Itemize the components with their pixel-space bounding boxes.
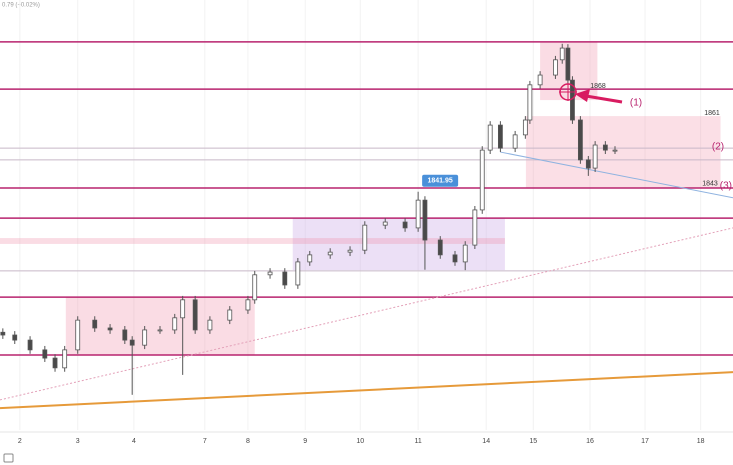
candle-body	[75, 319, 81, 351]
candle-body	[512, 134, 518, 149]
candle-body	[252, 274, 258, 301]
candle-body	[402, 221, 408, 229]
candle-body	[192, 299, 198, 331]
candle-body	[559, 47, 565, 61]
candle-body	[157, 329, 163, 332]
candle-body	[180, 299, 186, 319]
price-label: 1843	[702, 180, 718, 187]
x-tick-label: 9	[303, 438, 307, 445]
candle-body	[327, 251, 333, 256]
candle-body	[172, 317, 178, 331]
candle-body	[452, 254, 458, 263]
candle-body	[422, 199, 428, 241]
candle-body	[487, 124, 493, 151]
candle-body	[592, 144, 598, 169]
candle-body	[479, 149, 485, 211]
arrow	[585, 94, 623, 104]
candle-body	[462, 244, 468, 263]
annotation: (1)	[630, 98, 642, 109]
price-tag	[422, 174, 459, 187]
x-tick-label: 4	[132, 438, 136, 445]
candle-body	[527, 84, 533, 121]
candle-body	[245, 299, 251, 311]
arrow-head	[575, 89, 590, 102]
zone	[292, 218, 505, 271]
candle-body	[42, 349, 48, 359]
x-tick-label: 3	[76, 438, 80, 445]
price-label: 1861	[704, 110, 720, 117]
candle-body	[565, 47, 571, 81]
annotation: (2)	[712, 142, 724, 153]
candle-body	[577, 119, 583, 161]
candle-body	[52, 357, 58, 369]
candle-body	[497, 124, 503, 149]
candle-body	[62, 349, 68, 369]
candle-body	[295, 261, 301, 286]
candle-body	[129, 339, 135, 346]
candle-body	[227, 309, 233, 321]
price-label: 1868	[590, 83, 606, 90]
candle-body	[347, 249, 353, 253]
trend-line	[0, 371, 733, 410]
x-tick-label: 17	[641, 438, 649, 445]
trend-line	[500, 151, 733, 199]
candle-body	[107, 327, 113, 331]
candle-body	[12, 334, 18, 341]
x-tick-label: 16	[586, 438, 594, 445]
candle-body	[0, 331, 6, 336]
x-tick-label: 11	[414, 438, 421, 445]
candle-body	[282, 271, 288, 286]
candle-body	[537, 74, 543, 86]
x-tick-label: 10	[356, 438, 364, 445]
candle-body	[122, 329, 128, 341]
x-tick-label: 15	[529, 438, 537, 445]
candle-body	[267, 271, 273, 276]
candle-body	[207, 319, 213, 331]
candle-body	[307, 254, 313, 263]
trend-line	[0, 227, 733, 401]
x-tick-label: 14	[482, 438, 490, 445]
candle-body	[27, 339, 33, 351]
candle-body	[362, 224, 368, 251]
candle-body	[92, 319, 98, 329]
x-tick-label: 2	[18, 438, 22, 445]
candle-body	[142, 329, 148, 346]
zone	[525, 116, 721, 189]
candle-body	[585, 159, 591, 169]
zone	[0, 238, 505, 244]
candle-body	[382, 221, 388, 226]
candle-body	[553, 59, 558, 76]
calendar-icon[interactable]	[3, 453, 14, 463]
x-tick-label: 18	[697, 438, 705, 445]
candle-body	[437, 239, 443, 256]
candle-body	[472, 209, 478, 246]
candle-body	[522, 119, 528, 136]
candle-body	[602, 144, 608, 151]
candle-body	[415, 199, 421, 229]
annotation: (3)	[720, 181, 732, 192]
x-tick-label: 7	[203, 438, 207, 445]
header-text: 0.79 (−0.02%)	[2, 3, 40, 9]
candle-body	[612, 149, 618, 152]
price-tag-label: 1841.95	[427, 178, 452, 185]
x-tick-label: 8	[246, 438, 250, 445]
